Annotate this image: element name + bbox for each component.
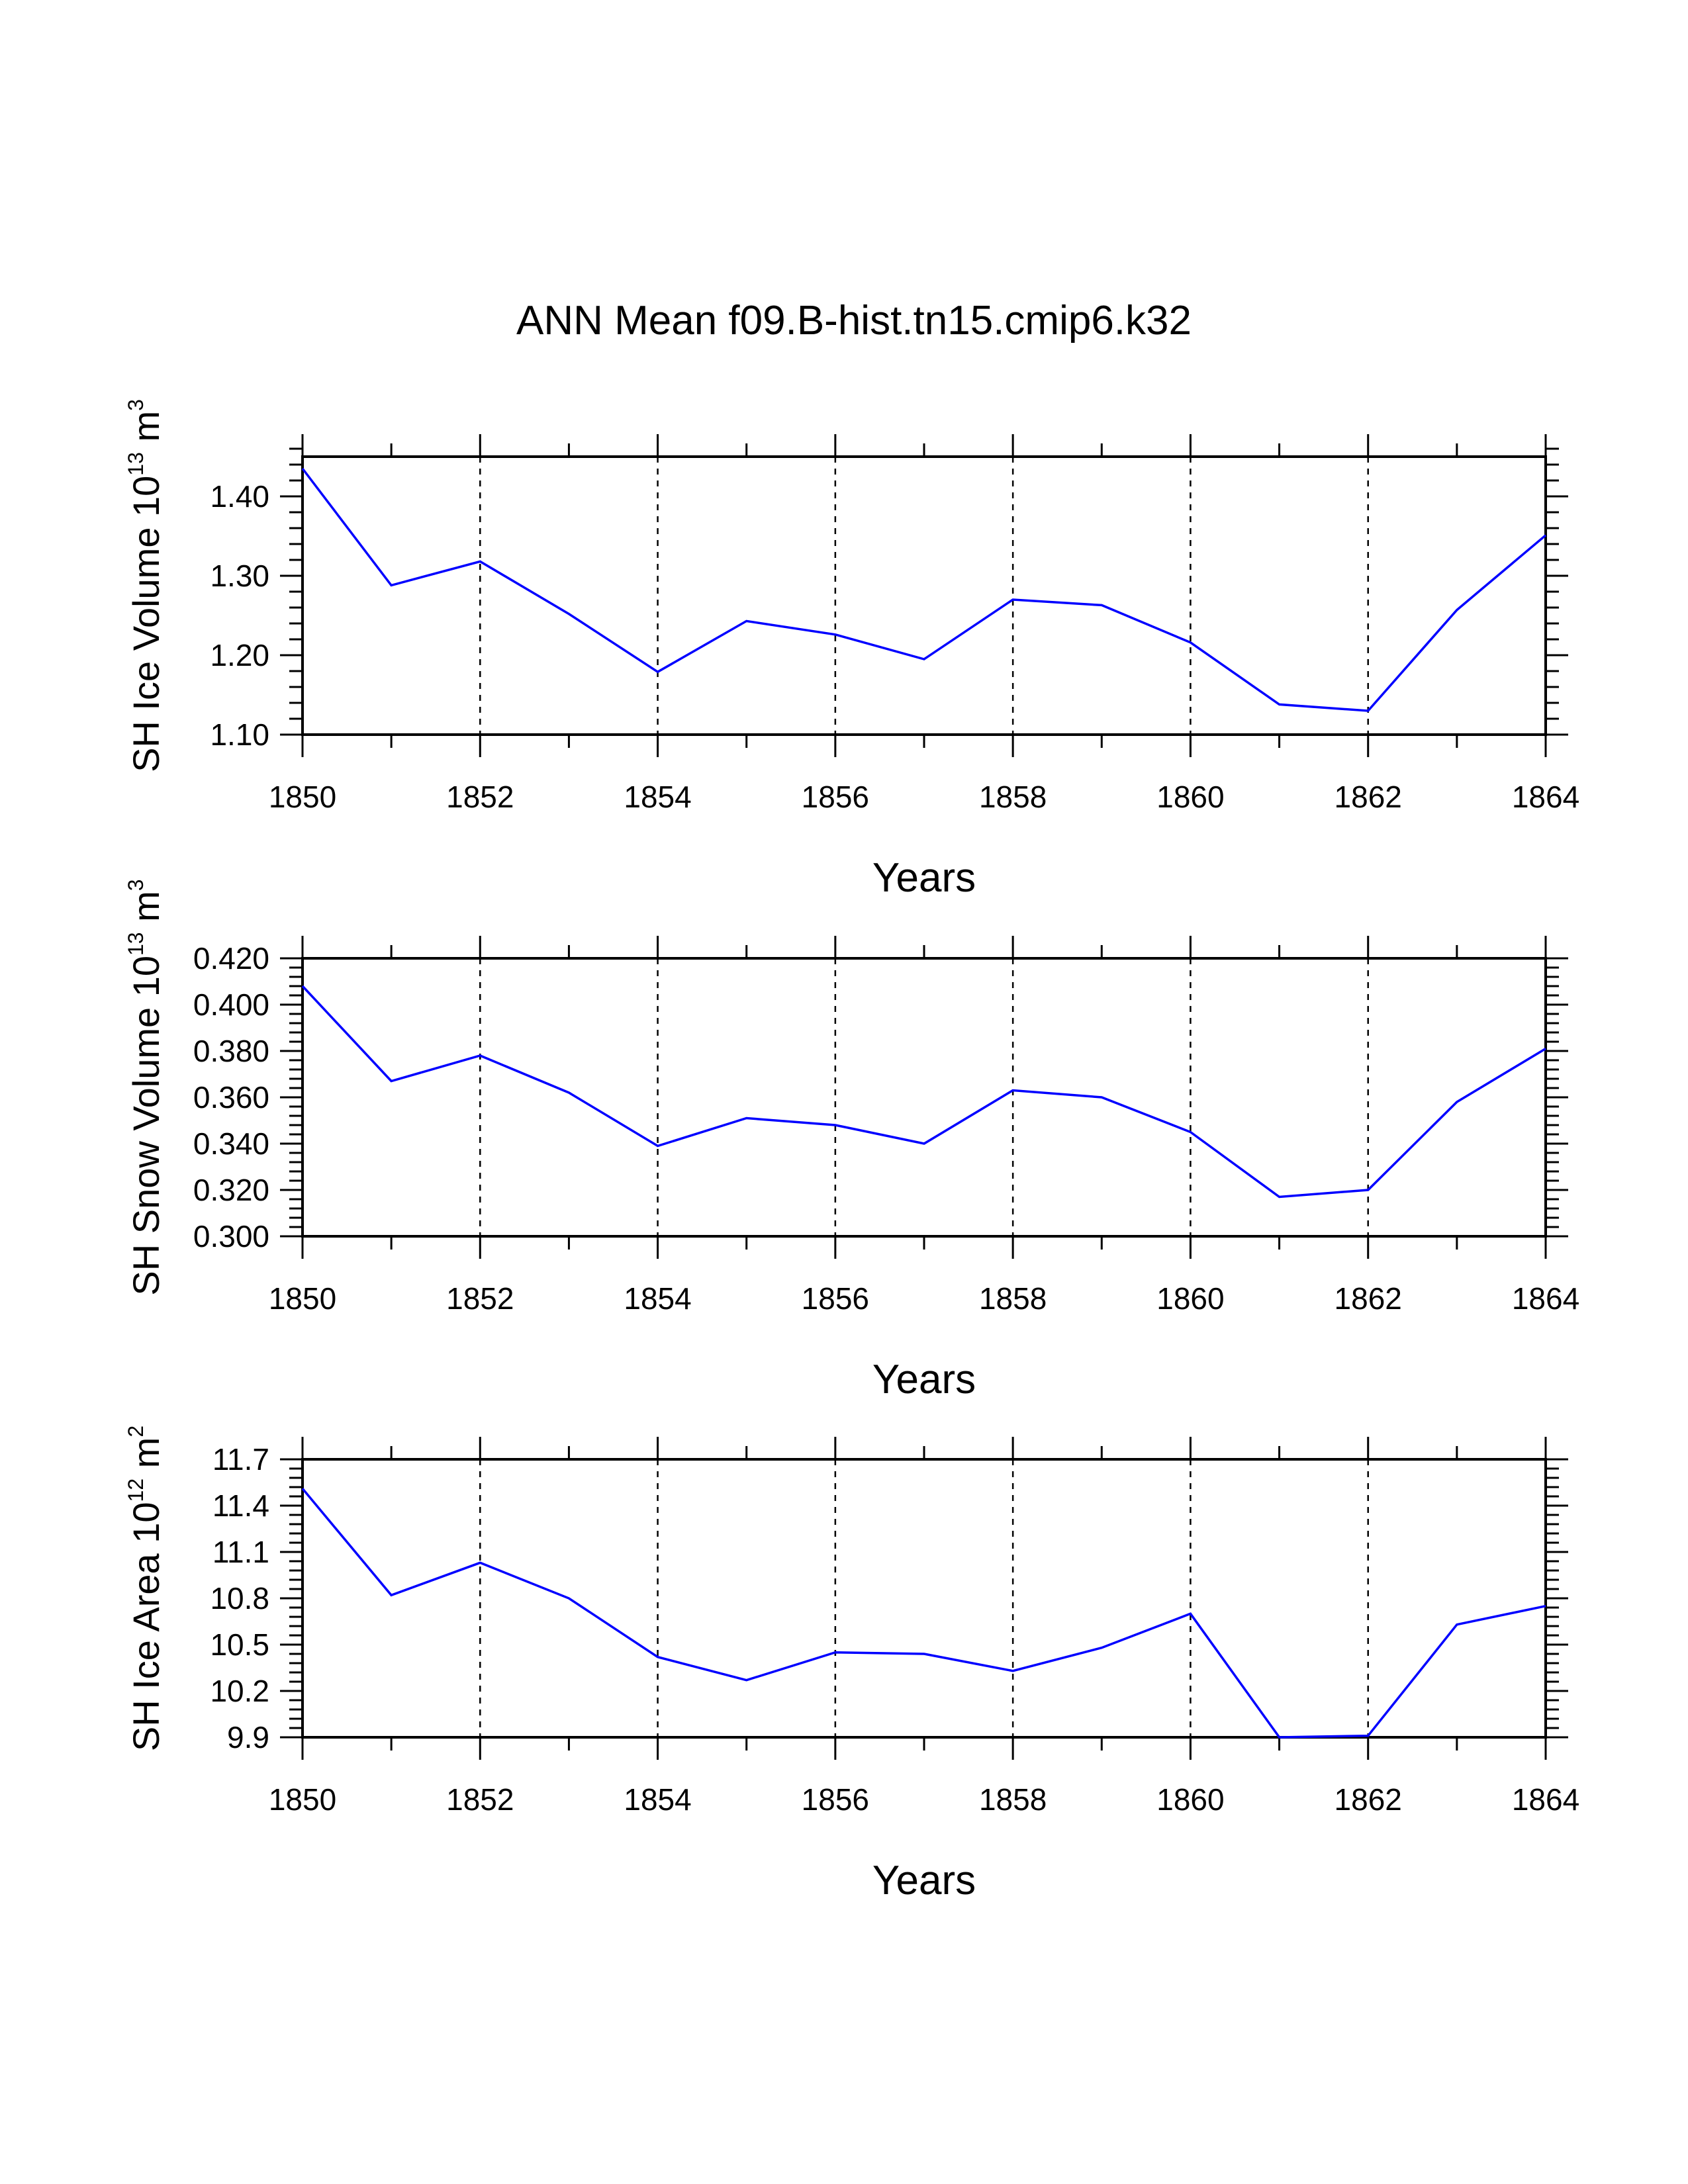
- y-tick-label: 10.8: [210, 1581, 269, 1615]
- y-axis-label: SH Ice Volume 1013 m3: [124, 399, 167, 772]
- x-tick-label: 1862: [1335, 1782, 1402, 1817]
- y-tick-label: 0.300: [193, 1219, 269, 1253]
- y-tick-label: 0.360: [193, 1080, 269, 1115]
- chart-panel-1: 1850 1852 1854 1856 1858 1860 1862 1864 1.10 1.20…: [124, 399, 1579, 901]
- x-axis-label: Years: [872, 1357, 976, 1402]
- y-tick-label: 1.30: [210, 559, 269, 593]
- y-tick-label: 1.40: [210, 479, 269, 514]
- x-tick-label: 1852: [446, 1281, 514, 1316]
- x-tick-label: 1852: [446, 780, 514, 814]
- plot-frame: [301, 957, 1547, 1238]
- chart-panel-2: 1850 1852 1854 1856 1858 1860 1862 1864 0.300 0.3…: [124, 879, 1579, 1402]
- y-tick-label: 0.400: [193, 987, 269, 1022]
- y-tick-label: 10.2: [210, 1674, 269, 1708]
- x-tick-label: 1850: [269, 1782, 336, 1817]
- x-axis-label: Years: [872, 855, 976, 901]
- y-tick-label: 0.320: [193, 1173, 269, 1207]
- x-tick-label: 1856: [802, 780, 869, 814]
- y-tick-label: 9.9: [227, 1720, 269, 1754]
- x-tick-label: 1864: [1512, 780, 1579, 814]
- series-line: [301, 467, 1547, 712]
- y-tick-label: 1.20: [210, 638, 269, 672]
- x-tick-label: 1862: [1335, 1281, 1402, 1316]
- y-axis-label: SH Ice Area 1012 m2: [124, 1426, 167, 1751]
- x-tick-label: 1854: [624, 780, 691, 814]
- series-line: [301, 985, 1546, 1199]
- x-tick-label: 1864: [1512, 1782, 1579, 1817]
- x-tick-label: 1856: [802, 1281, 869, 1316]
- x-tick-label: 1858: [979, 1281, 1047, 1316]
- x-tick-label: 1862: [1335, 780, 1402, 814]
- y-tick-label: 0.340: [193, 1126, 269, 1161]
- plot-frame: [301, 455, 1547, 736]
- chart-panel-3: 1850 1852 1854 1856 1858 1860 1862 1864 9.9 10.2 1…: [124, 1426, 1579, 1903]
- y-tick-label: 0.380: [193, 1034, 269, 1068]
- x-tick-label: 1850: [269, 780, 336, 814]
- x-tick-label: 1860: [1156, 1782, 1224, 1817]
- x-tick-label: 1854: [624, 1782, 691, 1817]
- y-tick-label: 10.5: [210, 1627, 269, 1662]
- y-tick-label: 1.10: [210, 717, 269, 752]
- y-axis-label: SH Snow Volume 1013 m3: [124, 879, 167, 1295]
- plot-frame: [301, 1458, 1547, 1739]
- series-line: [301, 1488, 1546, 1739]
- x-tick-label: 1860: [1156, 780, 1224, 814]
- y-tick-label: 11.4: [212, 1488, 269, 1523]
- y-tick-label: 11.1: [212, 1535, 269, 1569]
- x-tick-label: 1860: [1156, 1281, 1224, 1316]
- x-tick-label: 1858: [979, 780, 1047, 814]
- x-tick-label: 1856: [802, 1782, 869, 1817]
- x-tick-label: 1852: [446, 1782, 514, 1817]
- x-axis-label: Years: [872, 1858, 976, 1903]
- figure-title: ANN Mean f09.B-hist.tn15.cmip6.k32: [516, 298, 1192, 343]
- x-tick-label: 1850: [269, 1281, 336, 1316]
- y-tick-label: 11.7: [212, 1442, 269, 1477]
- panels: 1850 1852 1854 1856 1858 1860 1862 1864 1.10 1.20…: [124, 399, 1579, 1903]
- x-tick-label: 1858: [979, 1782, 1047, 1817]
- x-tick-label: 1864: [1512, 1281, 1579, 1316]
- y-tick-label: 0.420: [193, 941, 269, 976]
- x-tick-label: 1854: [624, 1281, 691, 1316]
